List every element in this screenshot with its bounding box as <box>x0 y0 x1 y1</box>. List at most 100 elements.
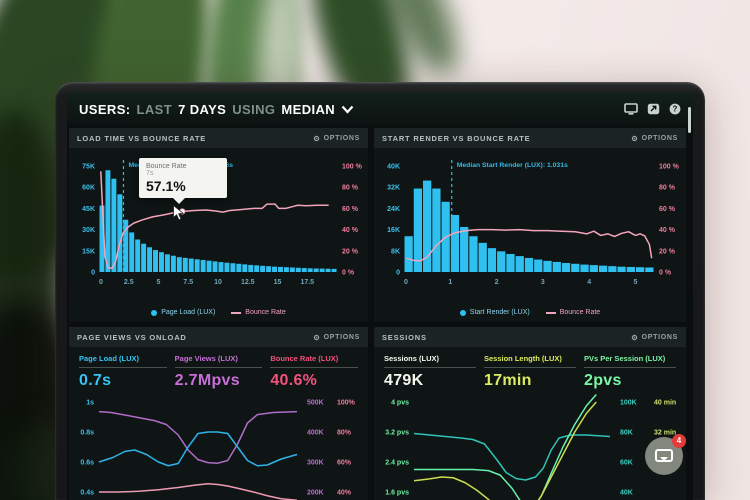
metric-label: Session Length (LUX) <box>484 354 576 368</box>
metric-value: 2.7Mpvs <box>174 372 240 389</box>
chat-bubble-icon <box>655 449 673 462</box>
panel-header: SESSIONS OPTIONS <box>374 327 686 347</box>
chat-widget-button[interactable]: 4 <box>645 434 686 475</box>
metric-pvs-per-session: PVs Per Session (LUX) 2pvs <box>584 354 676 390</box>
metric-value: 479K <box>384 372 424 389</box>
svg-text:100K: 100K <box>620 400 637 407</box>
tooltip-subtitle: 7s <box>146 170 154 177</box>
metric-sessions: Sessions (LUX) 479K <box>384 354 476 390</box>
mouse-cursor <box>173 205 184 221</box>
svg-text:15: 15 <box>274 279 282 286</box>
svg-text:0 %: 0 % <box>659 270 672 277</box>
gear-icon <box>313 135 319 141</box>
gear-icon <box>313 334 319 340</box>
svg-text:17.5: 17.5 <box>300 279 314 286</box>
svg-text:?: ? <box>673 105 678 114</box>
svg-text:1s: 1s <box>86 400 94 407</box>
share-icon[interactable] <box>647 103 660 115</box>
legend-dot <box>151 309 158 316</box>
display-icon[interactable] <box>624 103 638 115</box>
svg-text:40 min: 40 min <box>654 400 676 407</box>
svg-text:16K: 16K <box>387 227 400 234</box>
metric-label: Sessions (LUX) <box>384 354 476 368</box>
svg-text:0: 0 <box>91 270 95 277</box>
gear-icon <box>631 135 637 141</box>
svg-text:80K: 80K <box>620 430 633 437</box>
legend-dash <box>545 311 556 314</box>
svg-text:200K: 200K <box>307 490 324 497</box>
dashboard-screen: USERS: LAST 7 DAYS USING MEDIAN ? <box>67 92 693 500</box>
legend-bounce-rate[interactable]: Bounce Rate <box>231 309 286 316</box>
svg-text:60K: 60K <box>620 460 633 467</box>
options-button[interactable]: OPTIONS <box>631 334 678 341</box>
svg-text:40K: 40K <box>387 164 400 171</box>
tooltip-value: 57.1% <box>146 178 186 194</box>
metric-label: PVs Per Session (LUX) <box>584 354 676 368</box>
svg-text:60 %: 60 % <box>659 206 676 213</box>
svg-text:20 %: 20 % <box>342 248 359 255</box>
svg-text:30K: 30K <box>82 227 95 234</box>
svg-text:20 %: 20 % <box>659 248 676 255</box>
gear-icon <box>631 334 637 340</box>
page-views-onload-line-chart[interactable]: 1s 0.8s 0.6s 0.4s 500K 400K 300K 200K 100% 80% 60%… <box>69 392 368 500</box>
svg-text:100 %: 100 % <box>342 164 363 171</box>
panel-header: START RENDER VS BOUNCE RATE OPTIONS <box>374 128 686 148</box>
start-render-histogram-chart[interactable]: 40K 32K 24K 16K 8K 0 100 % 80 % 60 % 40 % 20 % 0 % 0… <box>374 148 686 304</box>
svg-text:80 %: 80 % <box>659 185 676 192</box>
svg-text:40 %: 40 % <box>342 227 359 234</box>
panel-page-views-vs-onload: PAGE VIEWS VS ONLOAD OPTIONS Page Load (… <box>69 327 368 500</box>
svg-text:2.4 pvs: 2.4 pvs <box>385 460 409 467</box>
dashboard-header: USERS: LAST 7 DAYS USING MEDIAN ? <box>67 92 693 126</box>
metric-label: Page Views (LUX) <box>174 354 263 368</box>
panel-start-render-vs-bounce-rate: START RENDER VS BOUNCE RATE OPTIONS 40K 3… <box>374 128 686 322</box>
svg-text:0.4s: 0.4s <box>80 490 94 497</box>
metrics-row: Page Load (LUX) 0.7s Page Views (LUX) 2.… <box>69 347 368 392</box>
header-median-label: MEDIAN <box>281 101 336 117</box>
svg-text:40%: 40% <box>337 490 352 497</box>
svg-text:8K: 8K <box>391 248 400 255</box>
panel-title: START RENDER VS BOUNCE RATE <box>382 133 531 143</box>
metric-page-views: Page Views (LUX) 2.7Mpvs <box>174 354 263 390</box>
svg-text:60%: 60% <box>337 460 352 467</box>
svg-text:5: 5 <box>634 279 638 286</box>
svg-text:10: 10 <box>214 279 222 286</box>
svg-text:100 %: 100 % <box>659 164 680 171</box>
sessions-line-chart[interactable]: 4 pvs 3.2 pvs 2.4 pvs 1.6 pvs 100K 80K 60K 40K 4… <box>374 392 686 500</box>
svg-text:24K: 24K <box>387 206 400 213</box>
svg-text:60 %: 60 % <box>342 206 359 213</box>
scrollbar[interactable] <box>688 107 691 133</box>
svg-text:32 min: 32 min <box>654 430 676 437</box>
metric-value: 17min <box>484 372 532 389</box>
svg-text:0.8s: 0.8s <box>80 430 94 437</box>
svg-text:80%: 80% <box>337 430 352 437</box>
legend-start-render[interactable]: Start Render (LUX) <box>459 309 530 316</box>
legend-bounce-rate[interactable]: Bounce Rate <box>545 309 600 316</box>
options-button[interactable]: OPTIONS <box>631 135 678 142</box>
svg-text:1: 1 <box>448 279 452 286</box>
users-filter-dropdown[interactable]: USERS: LAST 7 DAYS USING MEDIAN <box>79 102 354 117</box>
header-using-label: USING <box>232 101 276 117</box>
legend-dash <box>231 311 242 314</box>
header-last-label: LAST <box>136 101 173 117</box>
svg-text:40 %: 40 % <box>659 227 676 234</box>
svg-text:400K: 400K <box>307 430 324 437</box>
svg-text:4 pvs: 4 pvs <box>391 400 409 407</box>
svg-text:500K: 500K <box>307 400 324 407</box>
options-button[interactable]: OPTIONS <box>313 135 360 142</box>
legend-page-load[interactable]: Page Load (LUX) <box>151 309 215 316</box>
svg-text:5: 5 <box>157 279 161 286</box>
svg-text:0: 0 <box>99 279 103 286</box>
svg-text:1.6 pvs: 1.6 pvs <box>385 490 409 497</box>
svg-text:3.2 pvs: 3.2 pvs <box>385 430 409 437</box>
svg-text:300K: 300K <box>307 460 324 467</box>
bounce-rate-tooltip: Bounce Rate 7s 57.1% <box>139 158 227 204</box>
svg-text:4: 4 <box>587 279 591 286</box>
svg-text:2.5: 2.5 <box>124 279 134 286</box>
svg-text:7.5: 7.5 <box>183 279 193 286</box>
metric-session-length: Session Length (LUX) 17min <box>484 354 576 390</box>
options-button[interactable]: OPTIONS <box>313 334 360 341</box>
panel-header: PAGE VIEWS VS ONLOAD OPTIONS <box>69 327 368 347</box>
svg-text:0: 0 <box>396 270 400 277</box>
help-icon[interactable]: ? <box>669 103 681 115</box>
